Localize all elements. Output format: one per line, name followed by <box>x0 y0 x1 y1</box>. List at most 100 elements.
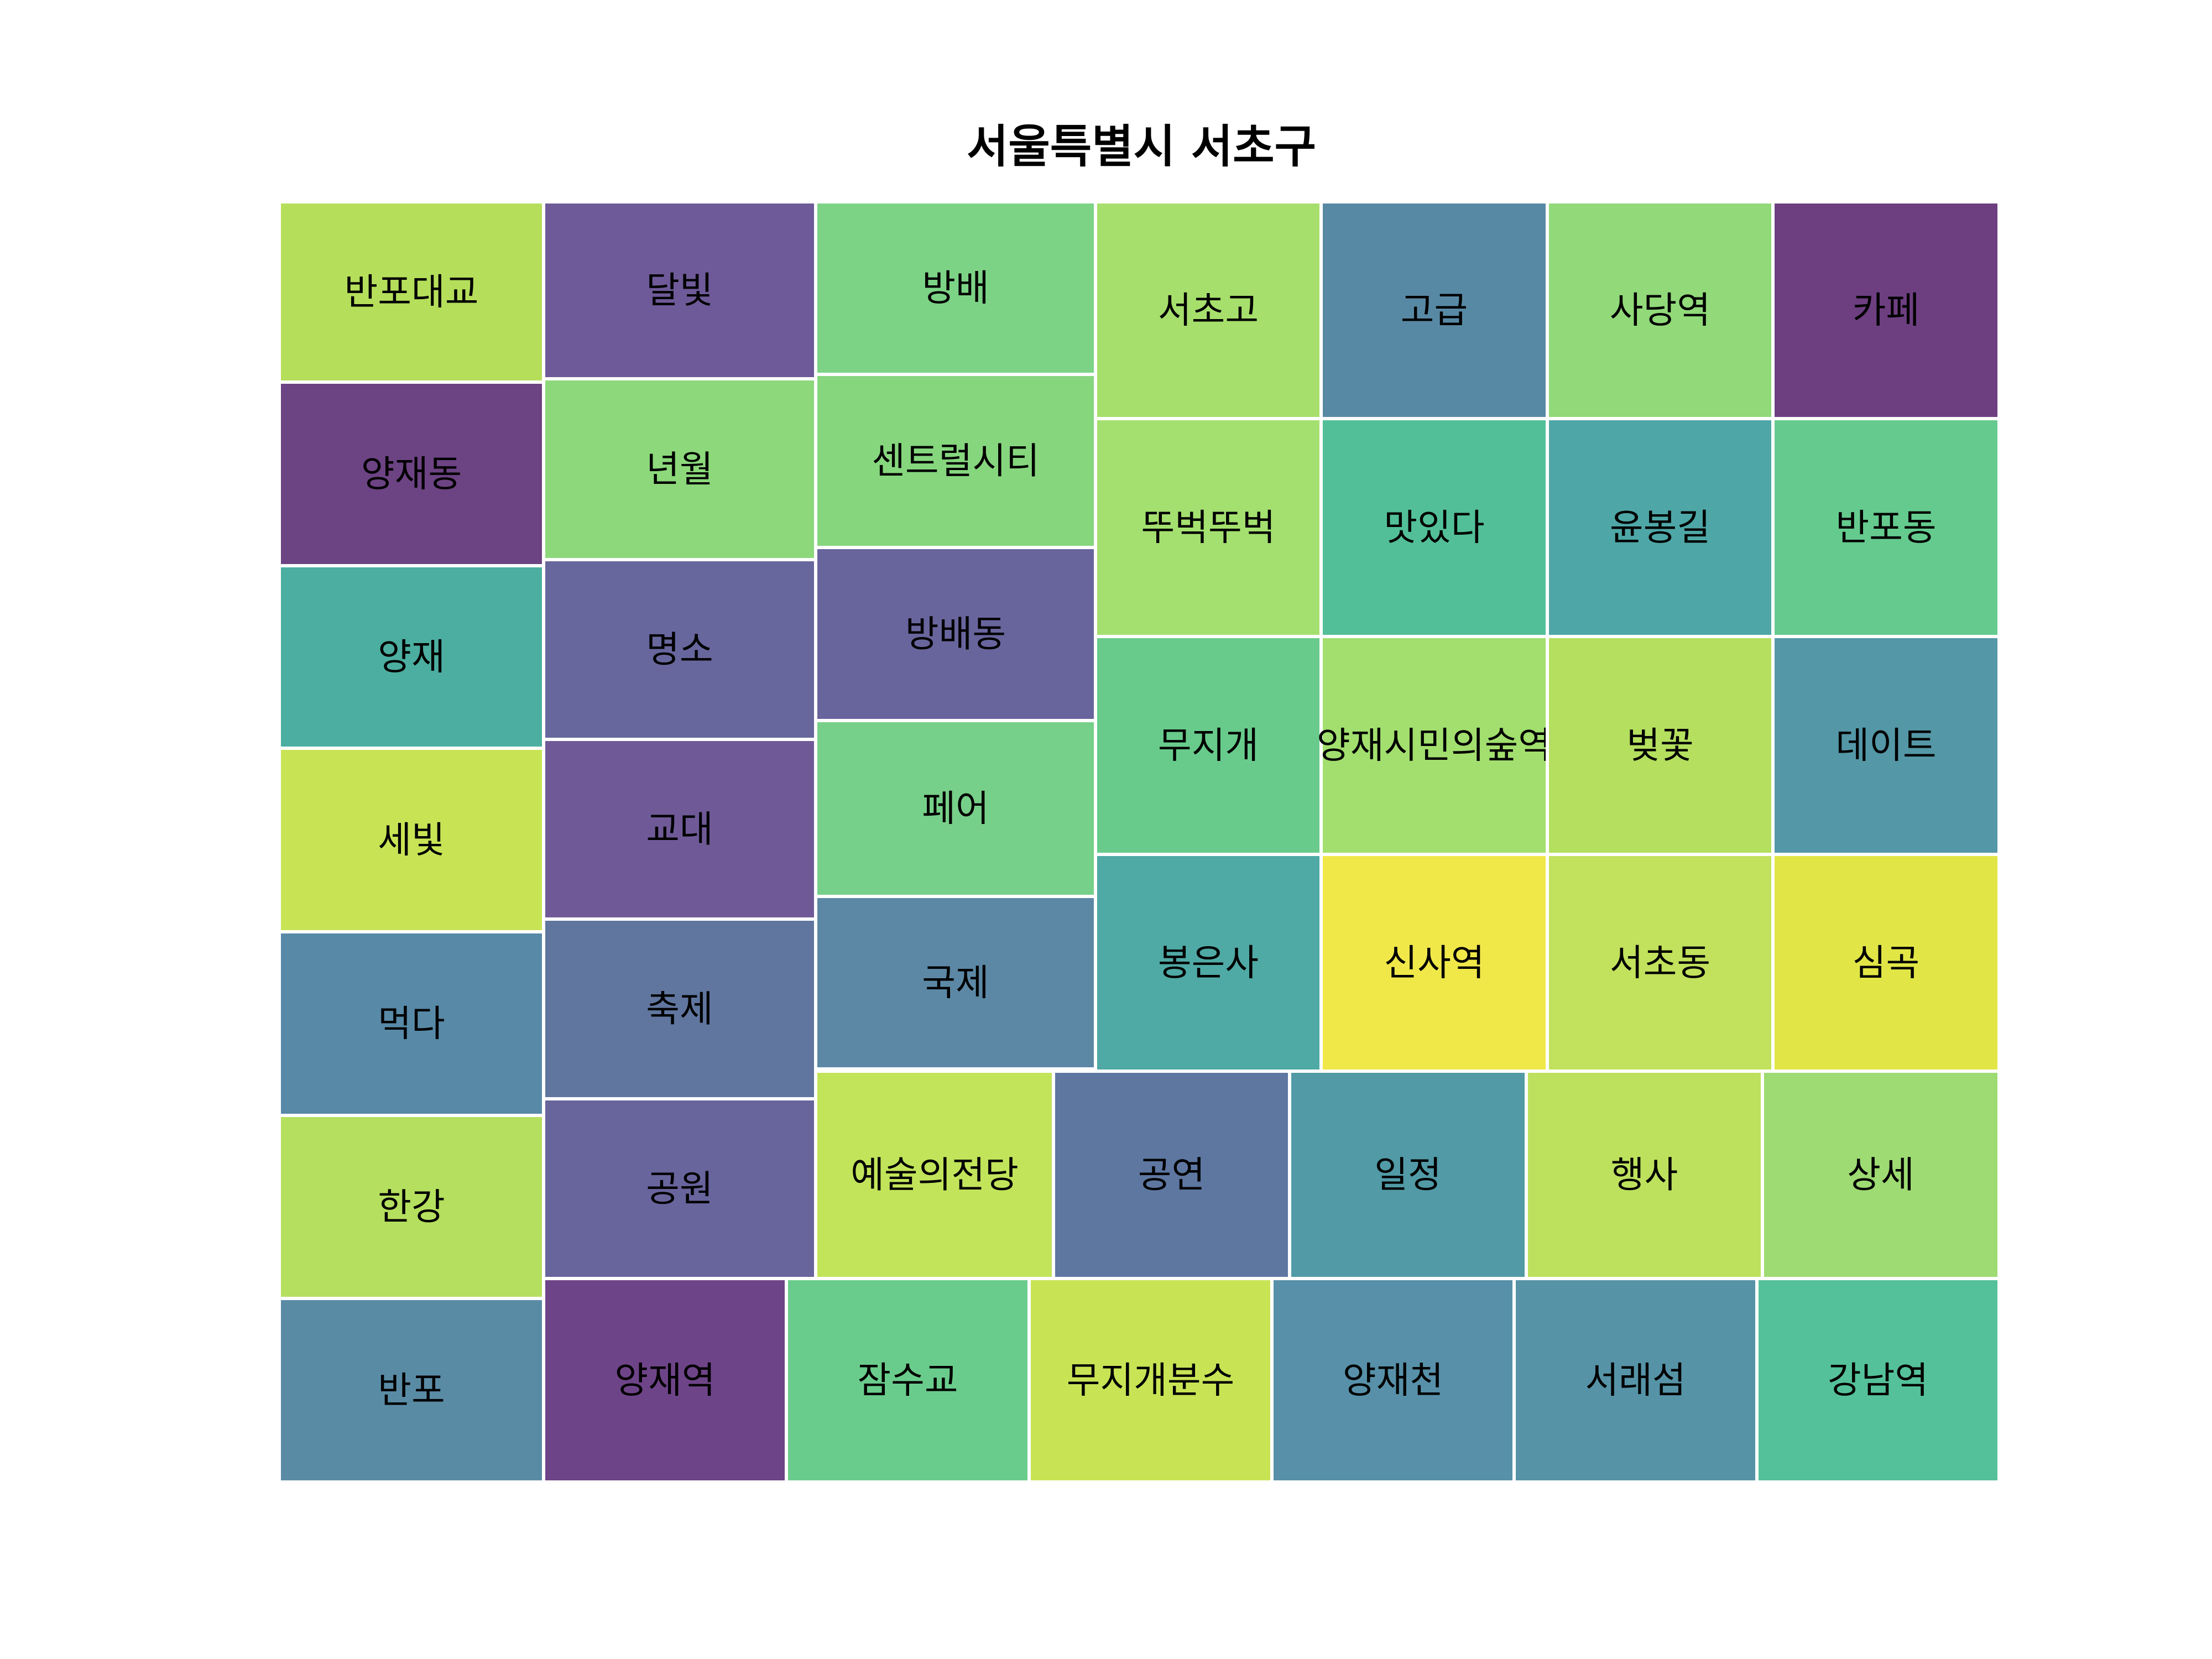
treemap-cell-rect <box>542 917 817 1100</box>
treemap-cell: 명소 <box>542 558 817 741</box>
treemap-cell: 서래섬 <box>1512 1277 1759 1484</box>
treemap-cell: 잠수교 <box>785 1277 1031 1484</box>
treemap-cell-label: 무지개 <box>1158 724 1259 767</box>
treemap-cell-label: 사당역 <box>1610 289 1710 332</box>
treemap-cell: 무지개분수 <box>1027 1277 1274 1484</box>
treemap-cell-label: 고급 <box>1401 289 1468 332</box>
treemap-cell: 양재 <box>278 564 545 750</box>
treemap-cell-rect <box>1771 417 2001 638</box>
treemap-cell-rect <box>1761 1070 2001 1280</box>
treemap-cell-label: 한강 <box>378 1186 445 1228</box>
treemap-cell-label: 공연 <box>1138 1154 1205 1196</box>
treemap-cell-rect <box>1546 635 1775 856</box>
treemap-cell: 먹다 <box>278 930 545 1117</box>
treemap-cell: 반포 <box>278 1297 545 1484</box>
treemap-cell-rect <box>1052 1070 1291 1280</box>
treemap-cell-rect <box>278 1297 545 1484</box>
treemap-cell-rect <box>1755 1277 2001 1484</box>
treemap-cell-label: 센트럴시티 <box>872 440 1040 482</box>
treemap-cell: 봉은사 <box>1094 853 1323 1073</box>
treemap-cell-label: 교대 <box>646 808 713 851</box>
treemap-cell: 신사역 <box>1319 853 1549 1073</box>
treemap-cell-rect <box>1771 200 2001 420</box>
treemap-cell-label: 페어 <box>922 787 989 830</box>
treemap-cell-label: 서초고 <box>1158 289 1259 332</box>
treemap-cell-label: 양재역 <box>614 1359 715 1402</box>
treemap-cell: 고급 <box>1319 200 1549 420</box>
treemap-cell-label: 윤봉길 <box>1610 507 1710 549</box>
treemap-cell-label: 국제 <box>922 962 989 1004</box>
treemap-cell-label: 서초동 <box>1610 942 1710 984</box>
treemap-cell: 데이트 <box>1771 635 2001 856</box>
treemap-cell-label: 서래섬 <box>1585 1359 1686 1402</box>
treemap-cell-label: 달빛 <box>646 269 713 312</box>
treemap-cell-rect <box>1270 1277 1516 1484</box>
treemap-cell-rect <box>1319 417 1549 638</box>
treemap-cell: 맛있다 <box>1319 417 1549 638</box>
treemap-cell-label: 맛있다 <box>1384 507 1484 549</box>
chart-title: 서울특별시 서초구 <box>966 121 1317 173</box>
treemap-cell-rect <box>1094 417 1323 638</box>
treemap-cell: 달빛 <box>542 200 817 380</box>
treemap-cell-rect <box>1094 853 1323 1073</box>
treemap-cell: 무지개 <box>1094 635 1323 856</box>
treemap-cell-rect <box>1094 200 1323 420</box>
treemap-cell-rect <box>542 558 817 741</box>
treemap-cell-label: 명소 <box>646 628 713 671</box>
treemap-cell: 예술의전당 <box>814 1070 1055 1280</box>
treemap-cell: 서초동 <box>1546 853 1775 1073</box>
treemap-cell: 강남역 <box>1755 1277 2001 1484</box>
treemap-cell-rect <box>814 719 1097 898</box>
treemap-cell: 국제 <box>814 895 1097 1071</box>
treemap-cell-rect <box>814 1070 1055 1280</box>
treemap-cell-rect <box>1512 1277 1759 1484</box>
treemap-cell-label: 반포 <box>378 1369 445 1412</box>
treemap-cell: 공원 <box>542 1097 817 1280</box>
treemap-cell: 방배 <box>814 200 1097 376</box>
treemap-cell-label: 강남역 <box>1828 1359 1928 1402</box>
treemap-cell-label: 신사역 <box>1384 942 1484 984</box>
treemap-cell-label: 세빛 <box>378 819 445 862</box>
treemap-cell-rect <box>814 546 1097 722</box>
treemap-cell: 센트럴시티 <box>814 373 1097 549</box>
treemap-cell-label: 축제 <box>646 988 713 1030</box>
treemap-cell: 방배동 <box>814 546 1097 722</box>
treemap-cell: 사당역 <box>1546 200 1775 420</box>
treemap-cell-label: 방배동 <box>905 613 1006 655</box>
treemap-cell-rect <box>814 200 1097 376</box>
treemap-cell: 년월 <box>542 377 817 561</box>
treemap-cell: 벚꽃 <box>1546 635 1775 856</box>
treemap-cell: 페어 <box>814 719 1097 898</box>
treemap-cell: 양재천 <box>1270 1277 1516 1484</box>
treemap-cell-rect <box>814 373 1097 549</box>
treemap-cell-rect <box>542 377 817 561</box>
treemap-cell: 심곡 <box>1771 853 2001 1073</box>
treemap-cell-label: 데이트 <box>1835 724 1936 767</box>
treemap-cell-label: 행사 <box>1611 1154 1678 1196</box>
treemap-cell: 양재동 <box>278 380 545 567</box>
treemap-cell: 한강 <box>278 1114 545 1300</box>
treemap-cell-rect <box>542 1097 817 1280</box>
treemap-cell: 윤봉길 <box>1546 417 1775 638</box>
treemap-cell-label: 상세 <box>1847 1154 1914 1196</box>
treemap-cell-label: 봉은사 <box>1158 942 1259 984</box>
treemap-cell-label: 벚꽃 <box>1626 724 1693 767</box>
treemap-cell-rect <box>542 200 817 380</box>
treemap-cell: 일정 <box>1288 1070 1528 1280</box>
treemap-cell: 반포대교 <box>278 200 545 384</box>
treemap-cell-label: 양재동 <box>361 453 462 495</box>
treemap-cell-rect <box>1546 417 1775 638</box>
treemap-cell: 교대 <box>542 738 817 921</box>
treemap-cell: 카페 <box>1771 200 2001 420</box>
treemap-cell: 양재시민의숲역 <box>1317 635 1552 856</box>
treemap-cell: 공연 <box>1052 1070 1291 1280</box>
treemap-cell-rect <box>1771 853 2001 1073</box>
treemap-cell: 반포동 <box>1771 417 2001 638</box>
treemap-cell-rect <box>1546 200 1775 420</box>
treemap-cell-label: 심곡 <box>1853 942 1919 984</box>
treemap-cell-label: 반포대교 <box>345 271 479 314</box>
treemap-cell-label: 카페 <box>1853 289 1919 332</box>
treemap-cell: 뚜벅뚜벅 <box>1094 417 1323 638</box>
treemap-cell-label: 일정 <box>1374 1154 1441 1196</box>
